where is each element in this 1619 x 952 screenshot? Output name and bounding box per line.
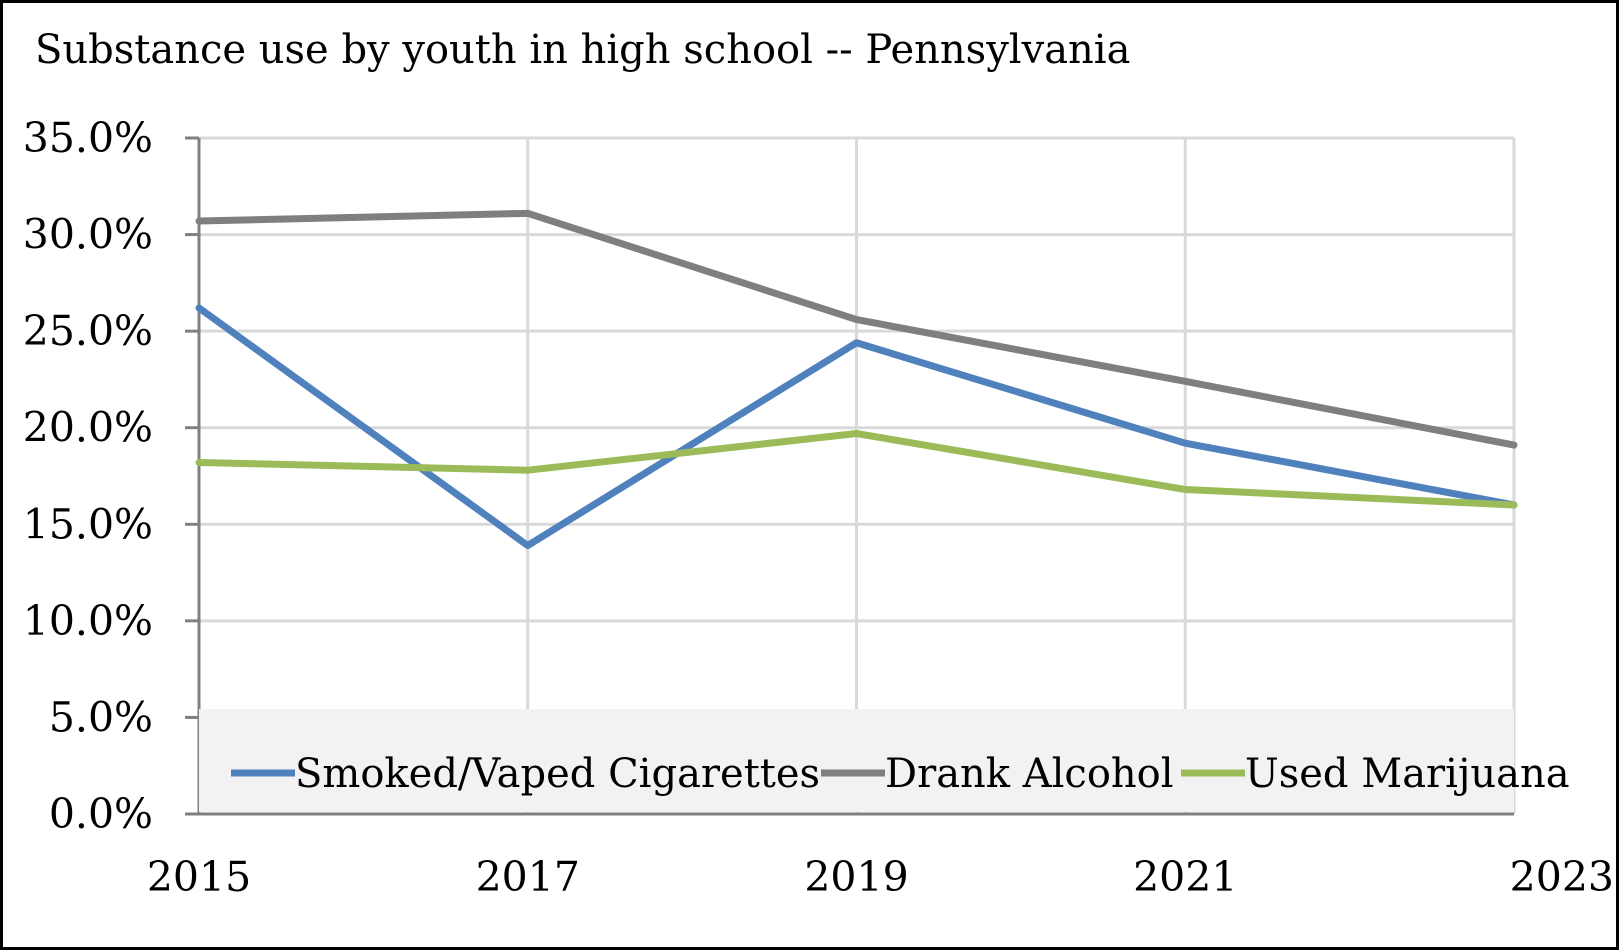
y-tick-label: 0.0% [49, 790, 153, 838]
x-tick-label: 2015 [147, 853, 251, 901]
x-tick-label: 2019 [804, 853, 908, 901]
series-lines [195, 209, 1518, 550]
gridlines [199, 136, 1516, 814]
y-tick-label: 15.0% [23, 500, 153, 548]
y-tick-label: 35.0% [23, 114, 153, 162]
y-tick-label: 20.0% [23, 404, 153, 452]
series-line [195, 430, 1518, 509]
legend: Smoked/Vaped Cigarettes Drank Alcohol Used… [199, 709, 1570, 812]
series-line [195, 209, 1518, 449]
y-tick-label: 10.0% [23, 597, 153, 645]
legend-label: Smoked/Vaped Cigarettes [295, 751, 820, 797]
x-tick-label: 2023 [1510, 853, 1614, 901]
tick-labels: 0.0% 5.0% 10.0% 15.0% 20.0% 25.0% 30.0% 35.0% 20… [23, 114, 1614, 901]
axes [185, 136, 1514, 816]
y-tick-label: 25.0% [23, 307, 153, 355]
chart-title: Substance use by youth in high school --… [35, 27, 1130, 73]
legend-box [199, 709, 1514, 812]
x-tick-label: 2017 [476, 853, 580, 901]
line-chart: Substance use by youth in high school --… [23, 27, 1614, 901]
legend-label: Drank Alcohol [885, 751, 1174, 797]
legend-label: Used Marijuana [1245, 751, 1570, 797]
x-tick-label: 2021 [1133, 853, 1237, 901]
y-tick-label: 30.0% [23, 211, 153, 259]
y-tick-label: 5.0% [49, 693, 153, 741]
